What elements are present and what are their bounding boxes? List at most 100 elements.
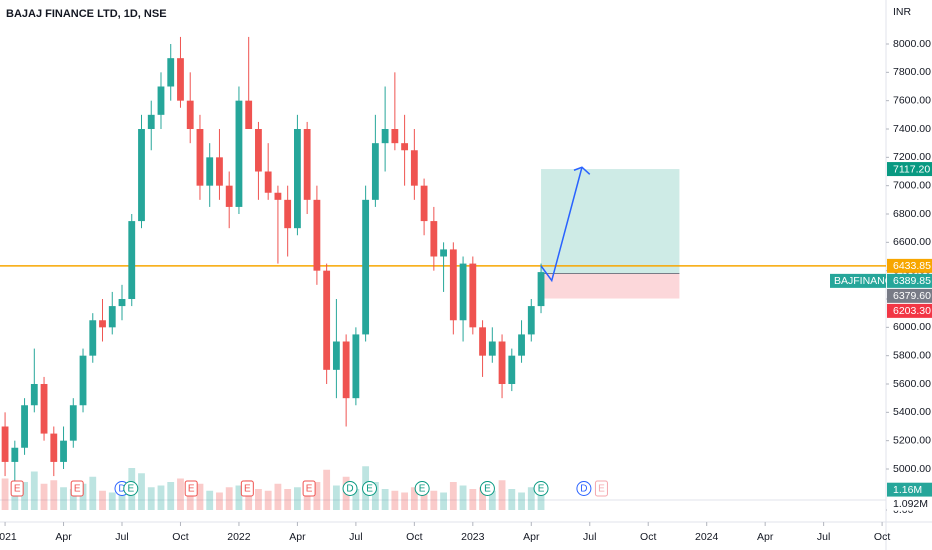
volume-bar <box>89 476 97 510</box>
event-label: E <box>419 484 426 495</box>
candle-body <box>177 58 184 101</box>
loss-zone <box>541 273 680 299</box>
candle-body <box>225 185 233 207</box>
event-label: D <box>118 484 125 495</box>
volume-bar <box>60 487 67 510</box>
currency-label: INR <box>893 6 912 18</box>
event-label: D <box>346 484 353 495</box>
candle-body <box>479 327 486 356</box>
volume-bar <box>381 489 389 510</box>
candle-body <box>1 426 9 462</box>
x-tick-label: 2022 <box>227 531 251 543</box>
volume-bar <box>40 483 48 510</box>
event-marker <box>184 480 198 497</box>
y-tick-label: 6600.00 <box>893 236 931 248</box>
candle-body <box>89 320 97 356</box>
volume-bar <box>264 490 272 510</box>
y-tick-label: 5000.00 <box>893 463 931 475</box>
volume-bar <box>30 471 38 510</box>
volume-tag <box>887 496 932 511</box>
candle-body <box>99 320 106 328</box>
volume-bar <box>391 490 399 510</box>
volume-bar <box>186 489 194 510</box>
price-tag <box>887 273 932 288</box>
profit-zone <box>541 169 680 274</box>
volume-bar <box>420 489 428 510</box>
y-tick-label: 8000.00 <box>893 38 931 50</box>
candle-body <box>391 129 399 144</box>
candle-body <box>449 249 457 321</box>
candle-body <box>323 270 331 370</box>
volume-bar <box>488 490 496 510</box>
x-tick-label: Oct <box>406 531 422 543</box>
price-tag-label: 7117.20 <box>893 163 930 175</box>
candle-body <box>459 263 467 321</box>
volume-bar <box>371 482 379 510</box>
event-label: E <box>538 484 545 495</box>
x-tick-label: Oct <box>640 531 656 543</box>
volume-bar <box>21 482 28 510</box>
price-tag <box>887 162 932 177</box>
projection-path <box>540 167 583 283</box>
candle-body <box>303 129 311 200</box>
volume-bar <box>469 489 477 510</box>
event-label: E <box>366 484 373 495</box>
volume-bar <box>79 483 87 510</box>
x-tick-label: Jul <box>349 531 362 543</box>
candle-body <box>50 433 58 462</box>
candle-body <box>401 143 409 151</box>
event-marker <box>594 480 608 497</box>
event-label: D <box>580 484 587 495</box>
volume-bar <box>69 489 77 510</box>
volume-bar <box>225 487 233 510</box>
x-tick-label: Apr <box>523 531 540 543</box>
candle-body <box>235 100 243 207</box>
volume-bar <box>167 482 175 510</box>
volume-bar <box>147 487 155 510</box>
y-tick-label: 7600.00 <box>893 94 931 106</box>
volume-bar <box>50 480 58 510</box>
event-marker <box>414 481 430 496</box>
volume-bar <box>138 473 145 510</box>
candle-body <box>30 384 38 406</box>
candle-body <box>186 100 194 130</box>
volume-bar <box>537 489 545 510</box>
event-marker <box>576 481 592 496</box>
candle-body <box>420 185 428 222</box>
event-label: E <box>484 484 491 495</box>
event-label: E <box>127 484 134 495</box>
candle-body <box>469 263 477 328</box>
price-tag <box>887 303 932 318</box>
candle-body <box>167 58 175 87</box>
candle-body <box>69 405 77 441</box>
volume-bar <box>206 490 214 510</box>
candle-body <box>255 129 262 172</box>
volume-bar <box>459 485 467 510</box>
volume-bar <box>430 490 438 510</box>
volume-bar <box>332 485 340 510</box>
event-label: E <box>14 484 21 495</box>
event-label: E <box>244 484 251 495</box>
price-tag-label: 6203.30 <box>893 305 931 317</box>
x-tick-label: Jul <box>115 531 128 543</box>
event-marker <box>123 481 139 496</box>
candle-body <box>216 157 223 186</box>
candle-body <box>40 384 48 434</box>
projection-arrowhead <box>573 166 591 175</box>
volume-bar <box>410 487 418 510</box>
x-tick-label: 2024 <box>695 531 719 543</box>
candle-body <box>508 355 516 385</box>
volume-bar <box>284 489 292 510</box>
volume-bar <box>527 487 535 510</box>
candle-body <box>157 86 165 115</box>
volume-bar <box>216 492 223 510</box>
candle-body <box>79 355 87 406</box>
x-tick-label: Jul <box>817 531 830 543</box>
y-tick-label: 7800.00 <box>893 66 931 78</box>
candle-body <box>108 306 116 328</box>
price-tag-label: 6389.85 <box>893 275 931 287</box>
volume-tag-label: 1.16M <box>893 484 922 496</box>
event-marker <box>362 481 378 496</box>
volume-bar <box>440 492 447 510</box>
